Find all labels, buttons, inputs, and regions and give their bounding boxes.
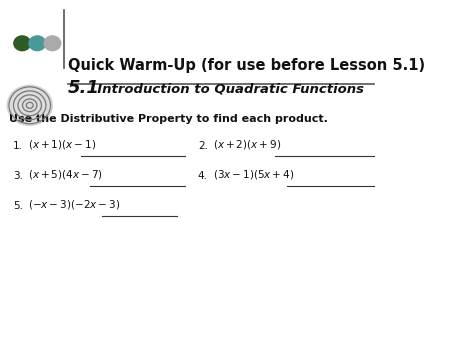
Text: 5.1: 5.1 — [68, 79, 99, 97]
Text: 3.: 3. — [13, 171, 22, 181]
Text: 2.: 2. — [198, 141, 208, 150]
Text: $(x + 5)(4x - 7)$: $(x + 5)(4x - 7)$ — [28, 168, 103, 181]
Text: $(-x - 3)(-2x - 3)$: $(-x - 3)(-2x - 3)$ — [28, 198, 120, 211]
Text: 4.: 4. — [198, 171, 208, 181]
Text: Quick Warm-Up (for use before Lesson 5.1): Quick Warm-Up (for use before Lesson 5.1… — [68, 58, 425, 73]
Circle shape — [44, 36, 61, 51]
Text: Introduction to Quadratic Functions: Introduction to Quadratic Functions — [88, 83, 364, 96]
Text: Use the Distributive Property to find each product.: Use the Distributive Property to find ea… — [9, 114, 328, 124]
Text: $(x + 2)(x + 9)$: $(x + 2)(x + 9)$ — [213, 138, 281, 150]
Text: 1.: 1. — [13, 141, 22, 150]
Text: $(x + 1)(x - 1)$: $(x + 1)(x - 1)$ — [28, 138, 96, 150]
Text: $(3x - 1)(5x + 4)$: $(3x - 1)(5x + 4)$ — [213, 168, 294, 181]
Circle shape — [29, 36, 45, 51]
Circle shape — [14, 36, 31, 51]
Circle shape — [7, 85, 52, 125]
Text: 5.: 5. — [13, 201, 22, 211]
